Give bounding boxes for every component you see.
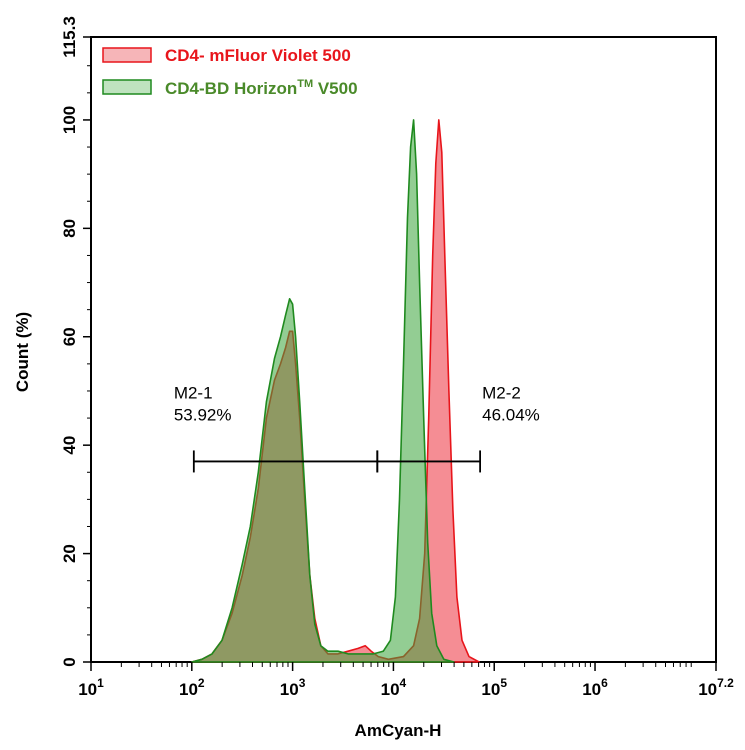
x-tick-label-1: 101 [78, 676, 104, 699]
legend-label-series-2-suffix: V500 [313, 79, 357, 98]
legend-swatch-series-2 [102, 79, 152, 95]
y-tick-label-4: 60 [60, 327, 79, 346]
x-tick-label-4: 104 [381, 676, 407, 699]
gate-1-percent: 53.92% [174, 405, 232, 424]
legend-label-series-2: CD4-BD HorizonTM V500 [165, 78, 358, 98]
x-tick-label-6: 106 [582, 676, 608, 699]
y-tick-label-2: 20 [60, 544, 79, 563]
x-tick-label-2: 102 [179, 676, 205, 699]
gate-layer: M2-1 53.92% M2-2 46.04% [174, 383, 540, 473]
gate-2-percent: 46.04% [482, 405, 540, 424]
series-2-area [191, 119, 455, 663]
legend-label-series-1: CD4- mFluor Violet 500 [165, 46, 351, 65]
y-tick-label-6: 100 [60, 106, 79, 134]
x-tick-label-5: 105 [481, 676, 507, 699]
gate-1-name: M2-1 [174, 383, 213, 402]
y-axis-title: Count (%) [13, 312, 32, 392]
y-tick-label-5: 80 [60, 219, 79, 238]
legend-label-series-2-name: CD4-BD Horizon [165, 79, 297, 98]
x-tick-label-7: 107.2 [698, 676, 734, 699]
series-layer [191, 119, 480, 663]
legend-swatch-series-1 [102, 47, 152, 63]
x-axis-title: AmCyan-H [355, 721, 442, 740]
x-tick-label-3: 103 [280, 676, 306, 699]
legend: CD4- mFluor Violet 500 CD4-BD HorizonTM … [102, 46, 358, 98]
series-1-area [191, 119, 480, 663]
gate-2-name: M2-2 [482, 383, 521, 402]
y-tick-label-3: 40 [60, 436, 79, 455]
legend-label-series-2-sup: TM [297, 78, 313, 90]
y-tick-label-7: 115.3 [60, 16, 79, 58]
y-tick-label-1: 0 [60, 657, 79, 666]
axis-layer: 101 102 103 104 105 106 107.2 0 20 40 60 80 100 115.3 [60, 16, 734, 699]
